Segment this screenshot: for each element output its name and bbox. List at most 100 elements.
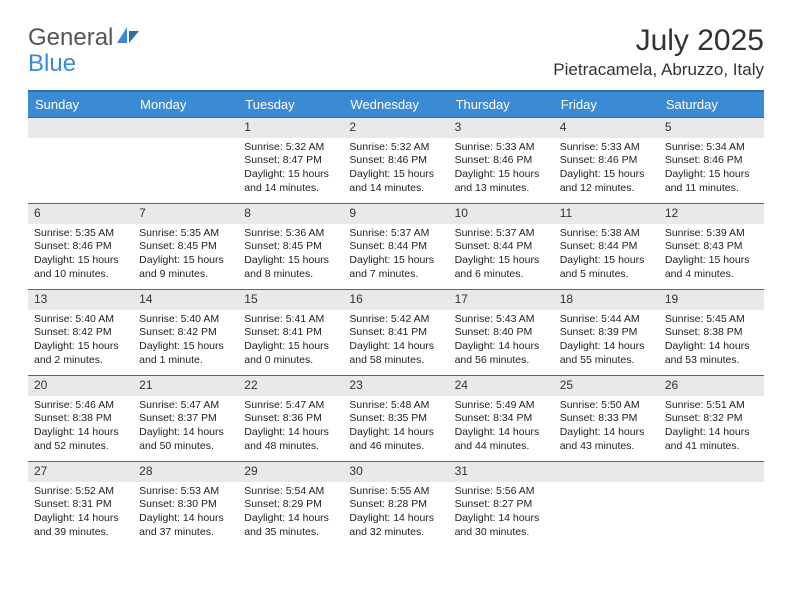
day-cell: 21Sunrise: 5:47 AMSunset: 8:37 PMDayligh… <box>133 375 238 461</box>
day-cell: 31Sunrise: 5:56 AMSunset: 8:27 PMDayligh… <box>449 461 554 547</box>
day-content: Sunrise: 5:36 AMSunset: 8:45 PMDaylight:… <box>238 224 343 288</box>
weekday-label: Saturday <box>659 92 764 117</box>
day-number: 4 <box>554 118 659 138</box>
day-number: 11 <box>554 204 659 224</box>
day-number: 17 <box>449 290 554 310</box>
day-content: Sunrise: 5:43 AMSunset: 8:40 PMDaylight:… <box>449 310 554 374</box>
weekday-label: Friday <box>554 92 659 117</box>
empty-cell <box>554 461 659 547</box>
page: General July 2025 Pietracamela, Abruzzo,… <box>0 0 792 571</box>
day-cell: 24Sunrise: 5:49 AMSunset: 8:34 PMDayligh… <box>449 375 554 461</box>
day-cell: 17Sunrise: 5:43 AMSunset: 8:40 PMDayligh… <box>449 289 554 375</box>
day-content: Sunrise: 5:50 AMSunset: 8:33 PMDaylight:… <box>554 396 659 460</box>
day-number: 12 <box>659 204 764 224</box>
day-cell: 12Sunrise: 5:39 AMSunset: 8:43 PMDayligh… <box>659 203 764 289</box>
day-number: 14 <box>133 290 238 310</box>
empty-cell <box>659 461 764 547</box>
weekday-label: Monday <box>133 92 238 117</box>
logo-sail-icon <box>115 24 141 52</box>
day-number: 27 <box>28 462 133 482</box>
day-cell: 14Sunrise: 5:40 AMSunset: 8:42 PMDayligh… <box>133 289 238 375</box>
day-content: Sunrise: 5:45 AMSunset: 8:38 PMDaylight:… <box>659 310 764 374</box>
weekday-label: Wednesday <box>343 92 448 117</box>
day-content: Sunrise: 5:39 AMSunset: 8:43 PMDaylight:… <box>659 224 764 288</box>
day-content: Sunrise: 5:32 AMSunset: 8:47 PMDaylight:… <box>238 138 343 202</box>
day-cell: 15Sunrise: 5:41 AMSunset: 8:41 PMDayligh… <box>238 289 343 375</box>
day-number: 16 <box>343 290 448 310</box>
day-content: Sunrise: 5:48 AMSunset: 8:35 PMDaylight:… <box>343 396 448 460</box>
day-cell: 16Sunrise: 5:42 AMSunset: 8:41 PMDayligh… <box>343 289 448 375</box>
day-cell: 2Sunrise: 5:32 AMSunset: 8:46 PMDaylight… <box>343 117 448 203</box>
empty-cell <box>133 117 238 203</box>
day-cell: 4Sunrise: 5:33 AMSunset: 8:46 PMDaylight… <box>554 117 659 203</box>
header: General July 2025 Pietracamela, Abruzzo,… <box>28 24 764 80</box>
day-content: Sunrise: 5:37 AMSunset: 8:44 PMDaylight:… <box>449 224 554 288</box>
day-number: 8 <box>238 204 343 224</box>
day-cell: 7Sunrise: 5:35 AMSunset: 8:45 PMDaylight… <box>133 203 238 289</box>
day-number: 18 <box>554 290 659 310</box>
day-number: 9 <box>343 204 448 224</box>
day-number: 31 <box>449 462 554 482</box>
day-cell: 27Sunrise: 5:52 AMSunset: 8:31 PMDayligh… <box>28 461 133 547</box>
day-cell: 9Sunrise: 5:37 AMSunset: 8:44 PMDaylight… <box>343 203 448 289</box>
day-cell: 11Sunrise: 5:38 AMSunset: 8:44 PMDayligh… <box>554 203 659 289</box>
day-number: 30 <box>343 462 448 482</box>
day-number: 25 <box>554 376 659 396</box>
weekday-label: Thursday <box>449 92 554 117</box>
day-number: 10 <box>449 204 554 224</box>
day-cell: 18Sunrise: 5:44 AMSunset: 8:39 PMDayligh… <box>554 289 659 375</box>
day-content: Sunrise: 5:42 AMSunset: 8:41 PMDaylight:… <box>343 310 448 374</box>
day-content: Sunrise: 5:33 AMSunset: 8:46 PMDaylight:… <box>449 138 554 202</box>
day-content: Sunrise: 5:56 AMSunset: 8:27 PMDaylight:… <box>449 482 554 546</box>
day-number: 28 <box>133 462 238 482</box>
calendar-weekday-header: SundayMondayTuesdayWednesdayThursdayFrid… <box>28 90 764 117</box>
day-cell: 19Sunrise: 5:45 AMSunset: 8:38 PMDayligh… <box>659 289 764 375</box>
day-number: 2 <box>343 118 448 138</box>
month-title: July 2025 <box>553 24 764 58</box>
day-content: Sunrise: 5:44 AMSunset: 8:39 PMDaylight:… <box>554 310 659 374</box>
day-cell: 1Sunrise: 5:32 AMSunset: 8:47 PMDaylight… <box>238 117 343 203</box>
day-content: Sunrise: 5:47 AMSunset: 8:37 PMDaylight:… <box>133 396 238 460</box>
day-content: Sunrise: 5:35 AMSunset: 8:46 PMDaylight:… <box>28 224 133 288</box>
day-number: 23 <box>343 376 448 396</box>
day-number: 1 <box>238 118 343 138</box>
day-content: Sunrise: 5:40 AMSunset: 8:42 PMDaylight:… <box>28 310 133 374</box>
day-content: Sunrise: 5:37 AMSunset: 8:44 PMDaylight:… <box>343 224 448 288</box>
logo-text-1: General <box>28 24 113 52</box>
day-number: 19 <box>659 290 764 310</box>
day-cell: 6Sunrise: 5:35 AMSunset: 8:46 PMDaylight… <box>28 203 133 289</box>
location-text: Pietracamela, Abruzzo, Italy <box>553 60 764 80</box>
logo-text-2: Blue <box>28 50 76 78</box>
day-cell: 13Sunrise: 5:40 AMSunset: 8:42 PMDayligh… <box>28 289 133 375</box>
day-cell: 28Sunrise: 5:53 AMSunset: 8:30 PMDayligh… <box>133 461 238 547</box>
empty-cell <box>28 117 133 203</box>
weekday-label: Sunday <box>28 92 133 117</box>
day-number: 15 <box>238 290 343 310</box>
day-content: Sunrise: 5:32 AMSunset: 8:46 PMDaylight:… <box>343 138 448 202</box>
weekday-label: Tuesday <box>238 92 343 117</box>
day-content: Sunrise: 5:49 AMSunset: 8:34 PMDaylight:… <box>449 396 554 460</box>
day-cell: 22Sunrise: 5:47 AMSunset: 8:36 PMDayligh… <box>238 375 343 461</box>
day-number: 7 <box>133 204 238 224</box>
day-number: 13 <box>28 290 133 310</box>
day-cell: 30Sunrise: 5:55 AMSunset: 8:28 PMDayligh… <box>343 461 448 547</box>
day-number: 21 <box>133 376 238 396</box>
day-number: 22 <box>238 376 343 396</box>
day-content: Sunrise: 5:55 AMSunset: 8:28 PMDaylight:… <box>343 482 448 546</box>
day-cell: 5Sunrise: 5:34 AMSunset: 8:46 PMDaylight… <box>659 117 764 203</box>
day-cell: 25Sunrise: 5:50 AMSunset: 8:33 PMDayligh… <box>554 375 659 461</box>
day-content: Sunrise: 5:38 AMSunset: 8:44 PMDaylight:… <box>554 224 659 288</box>
day-number: 6 <box>28 204 133 224</box>
day-content: Sunrise: 5:35 AMSunset: 8:45 PMDaylight:… <box>133 224 238 288</box>
day-number: 3 <box>449 118 554 138</box>
day-cell: 3Sunrise: 5:33 AMSunset: 8:46 PMDaylight… <box>449 117 554 203</box>
day-content: Sunrise: 5:53 AMSunset: 8:30 PMDaylight:… <box>133 482 238 546</box>
day-cell: 23Sunrise: 5:48 AMSunset: 8:35 PMDayligh… <box>343 375 448 461</box>
logo: General <box>28 24 141 52</box>
day-content: Sunrise: 5:47 AMSunset: 8:36 PMDaylight:… <box>238 396 343 460</box>
day-content: Sunrise: 5:54 AMSunset: 8:29 PMDaylight:… <box>238 482 343 546</box>
day-content: Sunrise: 5:52 AMSunset: 8:31 PMDaylight:… <box>28 482 133 546</box>
day-cell: 29Sunrise: 5:54 AMSunset: 8:29 PMDayligh… <box>238 461 343 547</box>
day-cell: 8Sunrise: 5:36 AMSunset: 8:45 PMDaylight… <box>238 203 343 289</box>
day-content: Sunrise: 5:34 AMSunset: 8:46 PMDaylight:… <box>659 138 764 202</box>
